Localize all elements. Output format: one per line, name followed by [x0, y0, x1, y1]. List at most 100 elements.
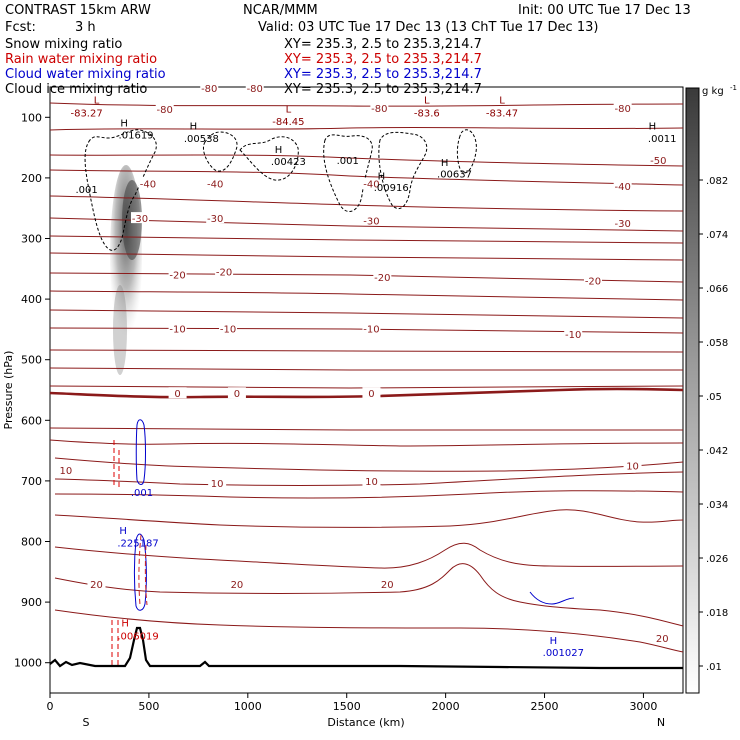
isotherm-p1 [49, 367, 684, 371]
temperature-label: 10 [59, 466, 72, 477]
temperature-label: 0 [174, 389, 180, 400]
temperature-label-bg [219, 322, 238, 334]
x-tick-label: 2500 [531, 700, 559, 713]
field-cloud-water-name: Cloud water mixing ratio [5, 67, 166, 82]
isotherm-minus80-upper [49, 102, 684, 107]
y-axis: 100 200 300 400 500 600 700 800 900 1000 [14, 111, 50, 670]
temperature-label-bg [583, 274, 602, 286]
extrema-label: .00538 [184, 134, 219, 145]
field-cloud-ice-xy: XY= 235.3, 2.5 to 235.3,214.7 [284, 82, 482, 97]
temperature-label-bg [227, 578, 246, 590]
temperature-label-bg [362, 475, 381, 487]
model-title: CONTRAST 15km ARW [5, 3, 151, 18]
temperature-label: -80 [614, 104, 630, 115]
isotherm-22 [54, 609, 684, 653]
colorbar-units: g kg [702, 86, 724, 97]
extrema-label: .00916 [374, 183, 409, 194]
cloud-water-contours [134, 419, 575, 611]
colorbar-units-exponent: -1 [730, 84, 737, 92]
temperature-label-bg [131, 212, 150, 224]
isotherm-5 [49, 427, 683, 431]
temperature-label-bg [168, 322, 187, 334]
temperature-label: -10 [220, 324, 236, 335]
rain-dashed-3 [138, 534, 148, 606]
extrema-label: L [424, 95, 430, 106]
y-tick-label: 1000 [14, 657, 42, 670]
isotherm-minus80-lower [49, 126, 684, 131]
temperature-label: -20 [374, 273, 390, 284]
extrema-label: .006019 [117, 632, 158, 643]
cloud-ice-shading [110, 165, 142, 375]
extrema-label: .00423 [271, 157, 306, 168]
north-end-label: N [657, 716, 665, 729]
header: CONTRAST 15km ARW NCAR/MMM Init: 00 UTC … [5, 3, 691, 97]
extrema-label: .001 [75, 185, 97, 196]
temperature-label: 20 [656, 634, 669, 645]
temperature-label: 20 [381, 580, 394, 591]
colorbar-level-label: .034 [706, 500, 728, 511]
temperature-label-bg [168, 268, 187, 280]
isotherm-minus50 [49, 154, 684, 167]
temperature-labels: -80 -80 -80 -80 -80 -50 -40 -40 -40 -40 -30 -30 -30 -… [56, 81, 672, 645]
temperature-label-bg [649, 153, 668, 165]
temperature-label: -10 [363, 324, 379, 335]
colorbar-level-label: .05 [706, 392, 722, 403]
x-tick-label: 0 [47, 700, 54, 713]
temperature-label-bg [564, 327, 583, 339]
temperature-label: 10 [365, 477, 378, 488]
x-tick-label: 500 [138, 700, 159, 713]
temperature-label: 10 [211, 479, 224, 490]
isotherm-minus20 [49, 272, 684, 283]
extrema-label: -83.27 [70, 109, 102, 120]
temperature-label-bg [362, 214, 381, 226]
snow-contour-5 [378, 131, 428, 210]
colorbar: g kg -1 .01.018.026.034.042.05.058.066.0… [685, 84, 737, 694]
temperature-label-bg [245, 81, 264, 93]
temperature-contours [49, 102, 684, 653]
x-tick-label: 2000 [432, 700, 460, 713]
field-snow-xy: XY= 235.3, 2.5 to 235.3,214.7 [284, 37, 482, 52]
temperature-label-bg [208, 476, 227, 488]
isotherm-minus2 [49, 349, 684, 353]
isotherm-minus25 [49, 252, 684, 261]
extrema-label: .225187 [117, 538, 158, 549]
y-tick-label: 600 [21, 414, 42, 427]
temperature-label: -40 [363, 180, 379, 191]
colorbar-level-label: .066 [706, 284, 728, 295]
isotherm-minus10 [49, 309, 684, 319]
extrema-label: -84.45 [272, 117, 304, 128]
temperature-label: -10 [169, 324, 185, 335]
temperature-label: -20 [585, 277, 601, 288]
temperature-label: 0 [234, 389, 240, 400]
extrema-label: H [649, 121, 657, 132]
snow-contour-2 [202, 131, 238, 172]
temperature-label: 20 [90, 580, 103, 591]
temperature-label-bg [206, 177, 225, 189]
isotherm-10 [54, 457, 684, 472]
colorbar-level-label: .018 [706, 608, 728, 619]
x-tick-label: 1500 [333, 700, 361, 713]
snow-contour-4 [323, 134, 373, 212]
colorbar-level-label: .082 [706, 176, 728, 187]
isotherm-12 [54, 471, 684, 486]
temperature-label: -40 [140, 180, 156, 191]
isotherm-minus30 [49, 235, 684, 244]
y-tick-label: 400 [21, 293, 42, 306]
y-tick-label: 300 [21, 233, 42, 246]
fcst-label: Fcst: [5, 20, 36, 35]
extrema-label: -83.47 [486, 109, 518, 120]
temperature-label-bg [168, 387, 187, 399]
snow-contour-3 [239, 136, 299, 181]
temperature-label: -80 [157, 105, 173, 116]
temperature-label-bg [206, 212, 225, 224]
colorbar-level-label: .074 [706, 230, 728, 241]
temperature-label: -40 [614, 182, 630, 193]
temperature-label-bg [215, 265, 234, 277]
temperature-label: -30 [614, 219, 630, 230]
init-time: Init: 00 UTC Tue 17 Dec 13 [518, 3, 691, 18]
isotherm-15 [54, 490, 684, 499]
colorbar-level-label: .042 [706, 446, 728, 457]
isotherm-p2 [49, 385, 684, 389]
isotherm-minus40 [49, 195, 684, 212]
south-end-label: S [83, 716, 90, 729]
